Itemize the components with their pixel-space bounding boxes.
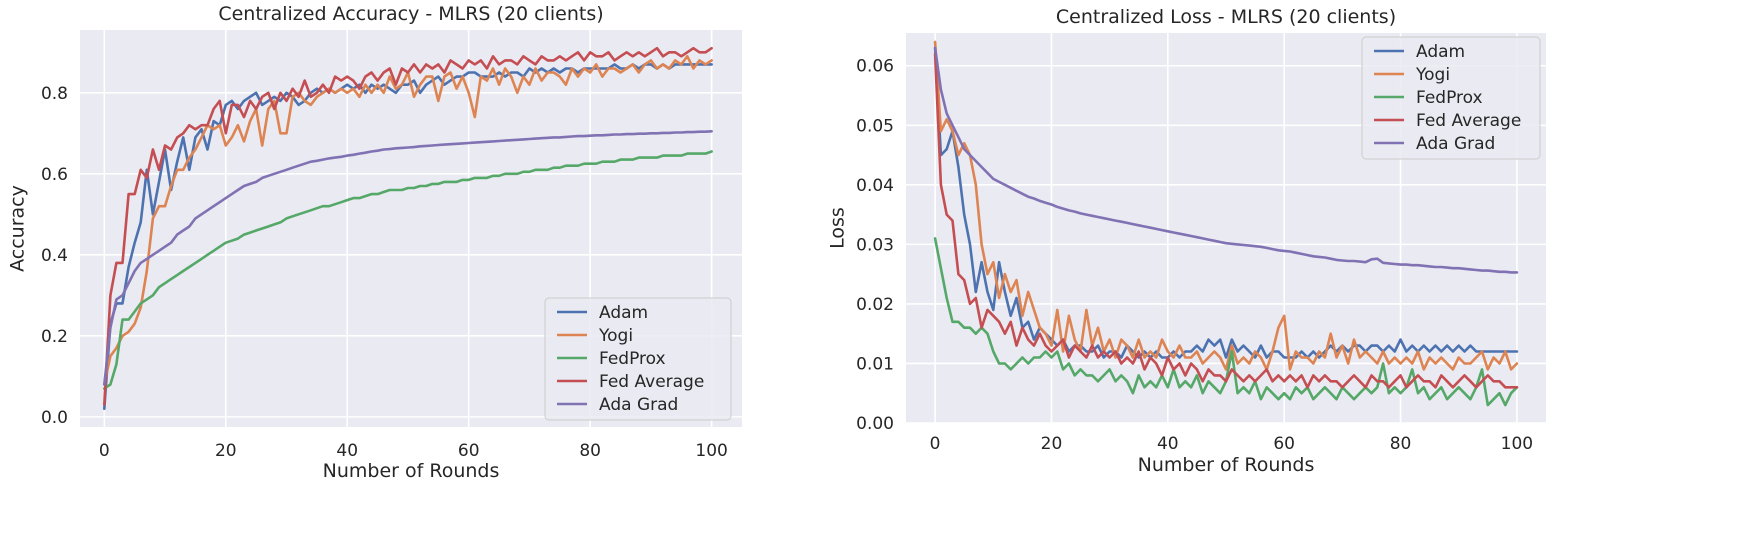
y-tick-label: 0.00: [856, 414, 894, 434]
chart-title: Centralized Accuracy - MLRS (20 clients): [218, 3, 603, 25]
legend-entry: FedProx: [1416, 88, 1483, 108]
y-tick-label: 0.0: [41, 408, 68, 428]
y-axis-label: Accuracy: [7, 185, 29, 272]
x-tick-label: 0: [930, 434, 941, 454]
legend: Adam Yogi FedProx Fed Average Ada Grad: [544, 297, 732, 421]
x-tick-label: 20: [215, 441, 237, 461]
chart-title: Centralized Loss - MLRS (20 clients): [1056, 6, 1396, 28]
legend-entry: Ada Grad: [599, 395, 678, 415]
y-tick-label: 0.06: [856, 57, 894, 77]
x-tick-label: 40: [1157, 434, 1179, 454]
legend-box: [544, 297, 732, 421]
y-tick-label: 0.04: [856, 176, 894, 196]
y-tick-label: 0.05: [856, 116, 894, 136]
x-tick-label: 60: [1273, 434, 1295, 454]
legend-entry: Adam: [599, 303, 648, 323]
y-tick-label: 0.2: [41, 327, 68, 347]
y-axis-label: Loss: [827, 207, 849, 249]
legend-box: [1361, 36, 1541, 160]
x-tick-label: 100: [695, 441, 727, 461]
legend-entry: Fed Average: [599, 372, 704, 392]
y-tick-label: 0.8: [41, 84, 68, 104]
legend-entry: Yogi: [598, 326, 633, 346]
series-line-fed-average: [933, 52, 1519, 389]
series-line-fedprox: [103, 150, 713, 390]
series-line-ada-grad: [933, 46, 1519, 274]
x-tick-label: 20: [1041, 434, 1063, 454]
y-tick-label: 0.03: [856, 235, 894, 255]
x-tick-label: 100: [1501, 434, 1533, 454]
legend: Adam Yogi FedProx Fed Average Ada Grad: [1361, 36, 1541, 160]
series-line-fed-average: [103, 46, 713, 407]
x-tick-label: 0: [99, 441, 110, 461]
series-line-ada-grad: [103, 130, 713, 386]
x-tick-label: 80: [1390, 434, 1412, 454]
y-tick-label: 0.6: [41, 165, 68, 185]
legend-entry: Adam: [1416, 42, 1465, 62]
chart-2: 0 20 40 60 80 100 0.00 0.01 0.02 0.03 0.04 0.05 0.06…: [827, 6, 1546, 476]
x-tick-label: 40: [336, 441, 358, 461]
y-tick-label: 0.01: [856, 354, 894, 374]
series-line-yogi: [933, 40, 1519, 371]
y-tick-label: 0.02: [856, 295, 894, 315]
chart-1: 0 20 40 60 80 100 0.0 0.2 0.4 0.6 0.8 Centralized A…: [7, 3, 742, 482]
legend-entry: FedProx: [599, 349, 666, 369]
legend-entry: Fed Average: [1416, 111, 1521, 131]
legend-entry: Ada Grad: [1416, 134, 1495, 154]
x-tick-label: 80: [579, 441, 601, 461]
series-line-adam: [103, 63, 713, 411]
x-tick-label: 60: [458, 441, 480, 461]
y-tick-label: 0.4: [41, 246, 68, 266]
x-axis-label: Number of Rounds: [1138, 454, 1315, 476]
series-line-adam: [933, 46, 1519, 359]
legend-entry: Yogi: [1415, 65, 1450, 85]
x-axis-label: Number of Rounds: [323, 460, 500, 482]
